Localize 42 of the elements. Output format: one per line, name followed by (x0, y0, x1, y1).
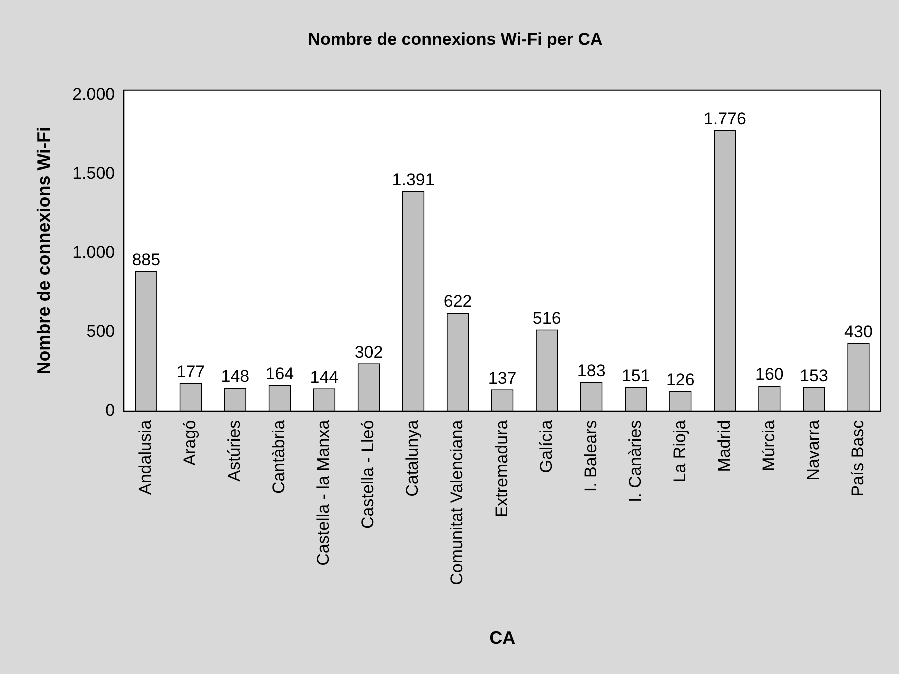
x-axis-title: CA (490, 628, 516, 648)
y-tick-label: 1.000 (72, 242, 116, 262)
data-label: 160 (756, 365, 784, 384)
data-label: 151 (622, 366, 650, 386)
x-tick-label: Astúries (225, 420, 244, 482)
x-tick-label: I. Canàries (626, 420, 645, 503)
data-label: 144 (310, 368, 339, 387)
data-label: 430 (844, 322, 873, 342)
x-tick-label: Castella - la Manxa (314, 420, 334, 566)
x-tick-label: Catalunya (403, 420, 422, 497)
data-label: 137 (488, 368, 517, 388)
x-tick-label: Aragó (180, 420, 200, 466)
x-tick-label: Madrid (714, 420, 734, 472)
data-label: 164 (266, 364, 294, 384)
x-tick-label: Múrcia (759, 420, 778, 472)
chart-title: Nombre de connexions Wi-Fi per CA (308, 30, 603, 49)
x-tick-label: Andalusia (136, 420, 156, 496)
data-label: 183 (577, 362, 606, 381)
y-tick-label: 500 (86, 322, 116, 341)
x-tick-label: Galícia (536, 420, 556, 474)
data-label: 516 (532, 308, 562, 328)
data-label: 1.776 (704, 110, 746, 129)
x-tick-label: Extremadura (492, 420, 512, 518)
data-label: 153 (800, 366, 828, 386)
x-tick-label: País Basc (848, 420, 868, 497)
y-tick-label: 1.500 (72, 164, 116, 183)
data-label: 885 (132, 250, 161, 270)
data-label: 177 (176, 362, 206, 382)
x-tick-label: Navarra (804, 420, 823, 481)
x-tick-label: Cantàbria (270, 420, 289, 494)
data-label: 126 (666, 370, 695, 390)
x-tick-label: Comunitat Valenciana (448, 420, 467, 586)
y-axis-title: Nombre de connexions Wi-Fi (34, 126, 54, 375)
y-tick-label: 2.000 (72, 84, 116, 104)
y-tick-label: 0 (106, 401, 116, 420)
x-tick-label: Castella - Lleó (358, 420, 378, 530)
x-tick-label: La Rioja (670, 420, 690, 483)
data-label: 302 (354, 342, 384, 362)
x-tick-label: I. Balears (581, 420, 600, 492)
data-label: 1.391 (392, 170, 435, 190)
data-label: 148 (221, 367, 250, 386)
data-label: 622 (444, 292, 472, 312)
